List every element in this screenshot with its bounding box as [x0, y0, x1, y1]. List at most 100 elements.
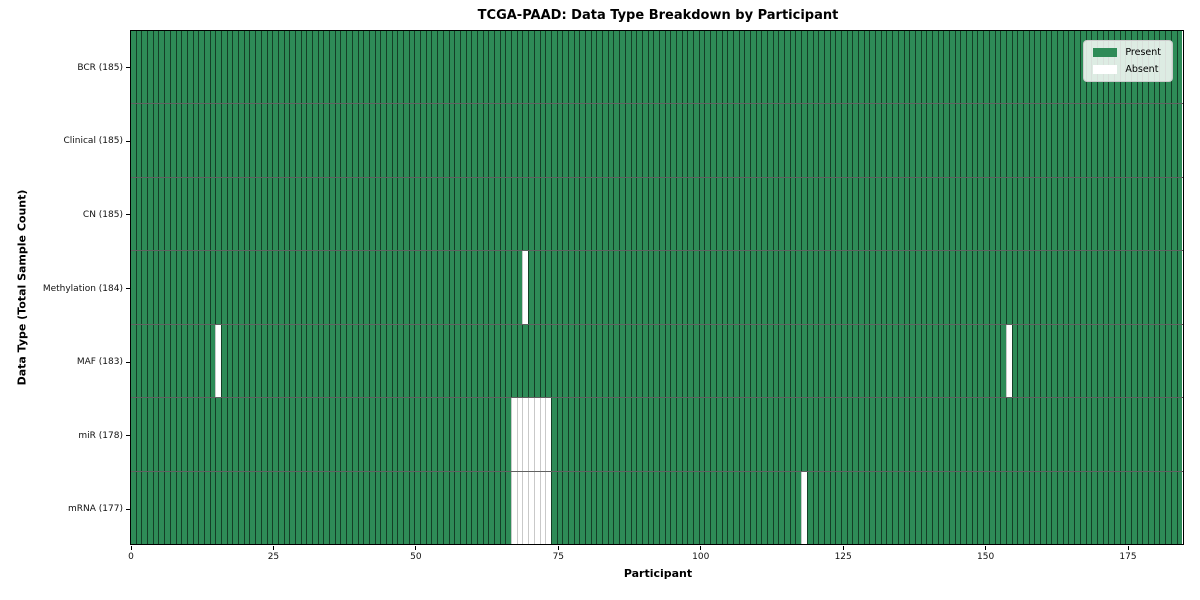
heatmap-cell	[983, 398, 989, 471]
heatmap-cell	[459, 31, 466, 104]
heatmap-cell	[801, 177, 807, 251]
heatmap-cell	[954, 398, 961, 471]
heatmap-cell	[909, 398, 915, 471]
heatmap-cell	[516, 398, 523, 471]
heatmap-cell	[943, 104, 949, 177]
heatmap-cell	[198, 324, 204, 398]
heatmap-cell	[431, 251, 438, 324]
heatmap-cell	[681, 31, 688, 104]
heatmap-cell	[1011, 471, 1018, 544]
heatmap-cell	[983, 31, 989, 104]
heatmap-cell	[1148, 251, 1154, 324]
heatmap-cell	[886, 104, 893, 177]
heatmap-cell	[727, 31, 733, 104]
heatmap-cell	[1159, 177, 1166, 251]
heatmap-cell	[482, 471, 489, 544]
heatmap-cell	[1022, 31, 1029, 104]
heatmap-row-miR	[131, 398, 1183, 472]
heatmap-cell	[914, 177, 921, 251]
heatmap-cell	[289, 324, 295, 398]
heatmap-cell	[226, 104, 233, 177]
heatmap-cell	[368, 104, 375, 177]
heatmap-cell	[363, 31, 369, 104]
heatmap-cell	[607, 31, 614, 104]
heatmap-cell	[687, 31, 694, 104]
heatmap-cell	[789, 104, 796, 177]
heatmap-cell	[619, 31, 625, 104]
heatmap-cell	[414, 104, 421, 177]
heatmap-cell	[511, 471, 517, 544]
heatmap-cell	[863, 398, 870, 471]
heatmap-cell	[1148, 398, 1154, 471]
heatmap-cell	[283, 177, 290, 251]
heatmap-cell	[175, 177, 182, 251]
heatmap-cell	[772, 31, 779, 104]
heatmap-cell	[294, 398, 301, 471]
heatmap-cell	[454, 251, 460, 324]
heatmap-cell	[192, 324, 199, 398]
heatmap-cell	[266, 31, 273, 104]
heatmap-cell	[897, 324, 904, 398]
heatmap-cell	[1113, 398, 1120, 471]
heatmap-cell	[647, 31, 654, 104]
heatmap-cell	[676, 471, 682, 544]
heatmap-cell	[931, 177, 938, 251]
heatmap-cell	[704, 177, 711, 251]
heatmap-cell	[511, 324, 517, 398]
heatmap-cell	[181, 398, 187, 471]
heatmap-cell	[1074, 471, 1080, 544]
heatmap-cell	[613, 177, 620, 251]
heatmap-cell	[937, 177, 944, 251]
heatmap-cell	[351, 31, 358, 104]
heatmap-cell	[613, 471, 620, 544]
heatmap-cell	[988, 251, 995, 324]
heatmap-cell	[926, 251, 932, 324]
heatmap-cell	[380, 104, 386, 177]
heatmap-cell	[277, 31, 284, 104]
heatmap-cell	[283, 104, 290, 177]
heatmap-cell	[249, 251, 256, 324]
heatmap-cell	[886, 324, 893, 398]
heatmap-cell	[1091, 324, 1097, 398]
heatmap-cell	[1131, 471, 1137, 544]
heatmap-cell	[181, 31, 187, 104]
heatmap-cell	[488, 251, 494, 324]
heatmap-cell	[397, 177, 403, 251]
heatmap-cell	[727, 324, 733, 398]
heatmap-cell	[1165, 177, 1171, 251]
heatmap-cell	[414, 398, 421, 471]
heatmap-cell	[1131, 104, 1137, 177]
heatmap-cell	[1096, 398, 1103, 471]
heatmap-cell	[545, 177, 551, 251]
heatmap-cell	[909, 177, 915, 251]
heatmap-cell	[368, 31, 375, 104]
heatmap-cell	[909, 471, 915, 544]
heatmap-cell	[767, 104, 773, 177]
heatmap-cell	[641, 104, 648, 177]
heatmap-cell	[1108, 471, 1114, 544]
heatmap-cell	[585, 251, 591, 324]
y-tick-label: mRNA (177)	[68, 504, 123, 515]
heatmap-cell	[425, 324, 432, 398]
heatmap-cell	[226, 251, 233, 324]
heatmap-cell	[1022, 398, 1029, 471]
heatmap-cell	[829, 31, 836, 104]
heatmap-cell	[131, 471, 136, 544]
heatmap-cell	[1051, 177, 1058, 251]
heatmap-cell	[613, 104, 620, 177]
heatmap-cell	[203, 251, 210, 324]
heatmap-cell	[596, 471, 603, 544]
heatmap-cell	[169, 104, 176, 177]
heatmap-cell	[971, 177, 978, 251]
heatmap-cell	[613, 398, 620, 471]
heatmap-cell	[960, 177, 967, 251]
heatmap-cell	[346, 31, 352, 104]
heatmap-cell	[579, 177, 585, 251]
heatmap-cell	[1142, 471, 1149, 544]
heatmap-cell	[317, 31, 324, 104]
heatmap-cell	[351, 177, 358, 251]
heatmap-cell	[437, 251, 443, 324]
heatmap-cell	[203, 324, 210, 398]
heatmap-cell	[312, 251, 318, 324]
